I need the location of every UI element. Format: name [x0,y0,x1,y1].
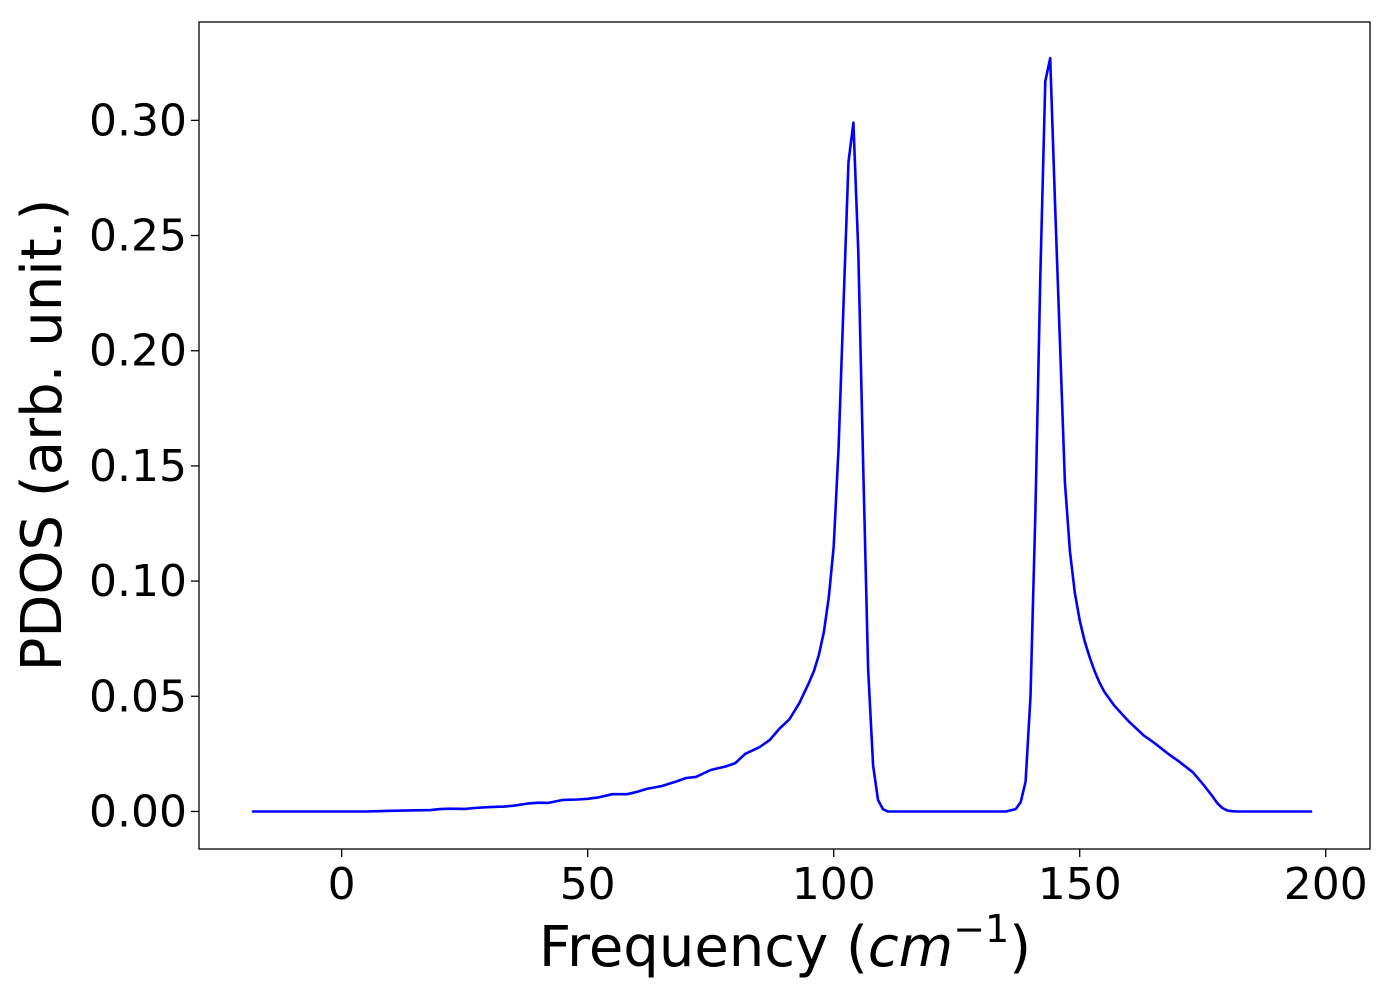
x-tick-label: 150 [1038,859,1122,910]
x-tick-label: 50 [560,859,616,910]
series-line-1 [251,56,1313,813]
x-tick-label: 0 [328,859,356,910]
y-axis-label: PDOS (arb. unit.) [10,199,75,672]
x-axis-label-prefix: Frequency ( [539,915,868,980]
y-tick-label: 0.25 [89,211,187,262]
plot-frame [198,21,1371,850]
x-tick-label: 200 [1284,859,1368,910]
x-axis-label: Frequency (cm−1) [539,907,1031,980]
y-tick-label: 0.20 [89,326,187,377]
x-axis-label-exponent: −1 [953,907,1009,951]
x-axis-ticks: 0 50 100 150 200 [328,849,1368,910]
y-tick-label: 0.00 [89,786,187,837]
x-axis-label-suffix: ) [1009,915,1031,980]
series-layer [251,56,1313,813]
x-tick-label: 100 [792,859,876,910]
y-tick-label: 0.10 [89,556,187,607]
y-tick-label: 0.30 [89,95,187,146]
y-tick-label: 0.15 [89,441,187,492]
y-axis-ticks: 0.00 0.05 0.10 0.15 0.20 0.25 0.30 [89,95,199,837]
x-axis-label-unit: cm [868,915,953,980]
y-tick-label: 0.05 [89,671,187,722]
